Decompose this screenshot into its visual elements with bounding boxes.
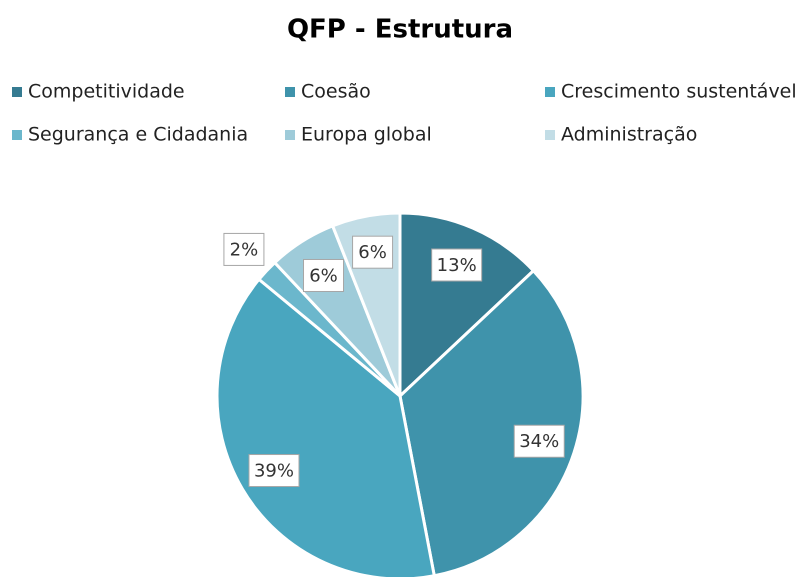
pie-slice	[215, 277, 437, 577]
pie-slice	[398, 268, 585, 577]
chart-title: QFP - Estrutura	[287, 15, 513, 45]
legend-swatch	[285, 130, 295, 140]
legend-swatch	[12, 87, 22, 97]
data-label: 13%	[437, 255, 477, 276]
legend-label: Crescimento sustentável	[561, 81, 797, 103]
data-label-box	[248, 454, 300, 488]
data-label: 6%	[309, 265, 338, 286]
data-label-box	[352, 235, 394, 269]
legend-swatch	[545, 130, 555, 140]
legend-label: Coesão	[301, 81, 371, 103]
data-label-box	[303, 258, 345, 292]
data-label: 2%	[230, 239, 259, 260]
data-label-box	[513, 424, 565, 458]
data-label-box	[431, 248, 483, 282]
legend-swatch	[12, 130, 22, 140]
data-label: 34%	[519, 431, 559, 452]
data-label: 6%	[358, 242, 387, 263]
legend-label: Competitividade	[28, 81, 185, 103]
legend-swatch	[285, 87, 295, 97]
data-label-box	[223, 232, 265, 266]
legend-label: Europa global	[301, 124, 432, 146]
legend-swatch	[545, 87, 555, 97]
legend-label: Segurança e Cidadania	[28, 124, 248, 146]
data-label: 39%	[254, 461, 294, 482]
legend-label: Administração	[561, 124, 697, 146]
